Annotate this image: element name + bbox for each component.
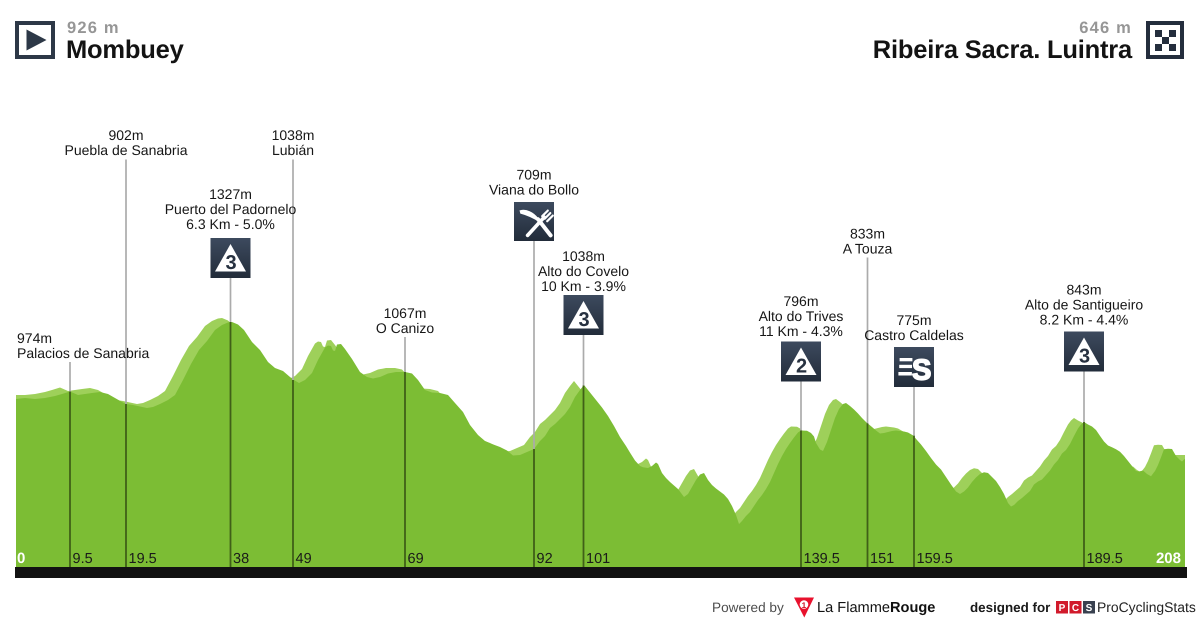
svg-text:49: 49	[296, 551, 312, 567]
svg-text:P: P	[1059, 603, 1066, 614]
svg-text:1067m: 1067m	[384, 305, 427, 321]
svg-text:159.5: 159.5	[917, 551, 953, 567]
svg-text:Alto de Santigueiro: Alto de Santigueiro	[1025, 297, 1144, 313]
svg-text:709m: 709m	[516, 167, 551, 183]
svg-text:10 Km - 3.9%: 10 Km - 3.9%	[541, 278, 626, 294]
svg-text:8.2 Km - 4.4%: 8.2 Km - 4.4%	[1040, 312, 1129, 328]
svg-text:139.5: 139.5	[804, 551, 840, 567]
svg-text:O Canizo: O Canizo	[376, 320, 435, 336]
svg-text:S: S	[912, 354, 931, 386]
svg-text:C: C	[1072, 603, 1079, 614]
svg-text:1038m: 1038m	[562, 248, 605, 264]
svg-text:92: 92	[537, 551, 553, 567]
svg-text:189.5: 189.5	[1087, 551, 1123, 567]
svg-text:3: 3	[225, 252, 236, 274]
svg-text:Puerto del Padornelo: Puerto del Padornelo	[165, 201, 297, 217]
svg-text:3: 3	[578, 309, 589, 331]
svg-text:101: 101	[586, 551, 610, 567]
svg-text:6.3 Km - 5.0%: 6.3 Km - 5.0%	[186, 216, 275, 232]
svg-text:S: S	[1086, 603, 1093, 614]
svg-text:La FlammeRouge: La FlammeRouge	[817, 600, 935, 616]
svg-text:Mombuey: Mombuey	[66, 36, 185, 64]
svg-text:Puebla de Sanabria: Puebla de Sanabria	[65, 142, 188, 158]
svg-text:3: 3	[1079, 346, 1090, 368]
svg-text:1327m: 1327m	[209, 186, 252, 202]
svg-text:Viana do Bollo: Viana do Bollo	[489, 182, 579, 198]
svg-text:69: 69	[408, 551, 424, 567]
svg-text:151: 151	[870, 551, 894, 567]
svg-text:974m: 974m	[17, 330, 52, 346]
svg-text:Alto do Covelo: Alto do Covelo	[538, 263, 629, 279]
svg-text:19.5: 19.5	[129, 551, 157, 567]
svg-text:Lubián: Lubián	[272, 142, 314, 158]
svg-text:designed for: designed for	[970, 600, 1051, 615]
svg-text:843m: 843m	[1066, 282, 1101, 298]
svg-text:Palacios de Sanabria: Palacios de Sanabria	[17, 345, 150, 361]
svg-text:775m: 775m	[896, 312, 931, 328]
svg-text:Alto do Trives: Alto do Trives	[759, 308, 844, 324]
svg-text:ProCyclingStats: ProCyclingStats	[1097, 599, 1196, 615]
svg-text:38: 38	[233, 551, 249, 567]
svg-text:796m: 796m	[783, 293, 818, 309]
svg-text:1038m: 1038m	[272, 127, 315, 143]
svg-text:926 m: 926 m	[67, 19, 120, 37]
svg-text:208: 208	[1156, 550, 1181, 567]
svg-text:646 m: 646 m	[1079, 19, 1132, 37]
svg-text:2: 2	[796, 356, 807, 378]
svg-text:902m: 902m	[108, 127, 143, 143]
svg-text:Castro Caldelas: Castro Caldelas	[864, 327, 964, 343]
svg-text:11 Km - 4.3%: 11 Km - 4.3%	[759, 323, 843, 339]
svg-text:Ribeira Sacra. Luintra: Ribeira Sacra. Luintra	[873, 36, 1133, 64]
svg-text:833m: 833m	[850, 226, 885, 242]
svg-text:9.5: 9.5	[73, 551, 93, 567]
svg-text:Powered by: Powered by	[712, 600, 784, 615]
svg-text:0: 0	[17, 550, 25, 567]
svg-text:A Touza: A Touza	[843, 241, 893, 257]
svg-text:1: 1	[802, 601, 807, 610]
